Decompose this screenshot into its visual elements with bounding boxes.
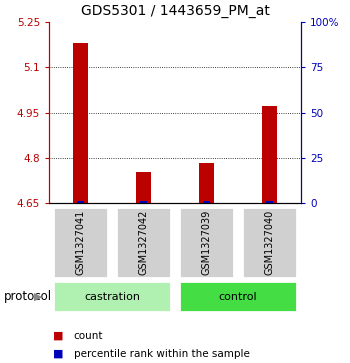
- Bar: [136, 172, 151, 203]
- Bar: [266, 201, 273, 203]
- Title: GDS5301 / 1443659_PM_at: GDS5301 / 1443659_PM_at: [80, 4, 270, 18]
- Bar: [199, 163, 214, 203]
- Bar: [179, 281, 297, 312]
- Text: protocol: protocol: [4, 290, 52, 303]
- Text: count: count: [74, 331, 103, 341]
- Bar: [242, 207, 297, 278]
- Text: control: control: [219, 292, 257, 302]
- Text: ■: ■: [52, 349, 63, 359]
- Text: ■: ■: [52, 331, 63, 341]
- Bar: [140, 201, 147, 203]
- Bar: [179, 207, 234, 278]
- Text: GSM1327042: GSM1327042: [139, 209, 148, 275]
- Bar: [73, 43, 88, 203]
- Text: castration: castration: [84, 292, 140, 302]
- Bar: [53, 281, 171, 312]
- Text: GSM1327039: GSM1327039: [202, 210, 211, 275]
- Bar: [262, 106, 277, 203]
- Bar: [53, 207, 108, 278]
- Text: percentile rank within the sample: percentile rank within the sample: [74, 349, 249, 359]
- Bar: [203, 201, 210, 203]
- Text: GSM1327040: GSM1327040: [265, 210, 274, 275]
- Bar: [116, 207, 171, 278]
- Text: GSM1327041: GSM1327041: [76, 210, 85, 275]
- Text: ▶: ▶: [34, 292, 42, 302]
- Bar: [77, 200, 84, 203]
